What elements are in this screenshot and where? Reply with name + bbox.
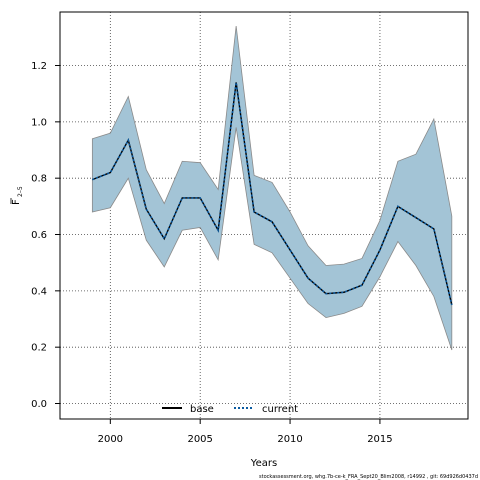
series-line-current xyxy=(92,82,453,306)
y-tick-label: 0.6 xyxy=(31,230,47,241)
x-tick-label: 2015 xyxy=(367,434,392,445)
x-tick-label: 2010 xyxy=(277,434,302,445)
y-axis-title-subscript: 2–5 xyxy=(17,186,24,197)
y-tick-label: 0.4 xyxy=(31,286,47,297)
legend: base current xyxy=(162,404,298,415)
y-tick-label: 1.2 xyxy=(31,61,47,72)
y-tick-label: 1.0 xyxy=(31,117,47,128)
footnote: stockassessment.org, whg.7b-ce-k_FRA_Sep… xyxy=(259,474,478,480)
plot-frame xyxy=(59,11,469,420)
y-tick-label: 0.0 xyxy=(31,399,47,410)
y-axis: 0.0 0.2 0.4 0.6 0.8 1.0 1.2 xyxy=(31,61,60,410)
series-layer xyxy=(92,82,453,306)
legend-label-base: base xyxy=(190,404,214,415)
legend-label-current: current xyxy=(262,404,298,415)
x-tick-label: 2000 xyxy=(98,434,123,445)
y-tick-label: 0.8 xyxy=(31,174,47,185)
confidence-band-layer xyxy=(91,26,453,351)
confidence-band xyxy=(91,26,453,351)
x-tick-label: 2005 xyxy=(187,434,212,445)
x-axis-title: Years xyxy=(250,458,277,469)
y-axis-title: F 2–5 xyxy=(10,186,24,205)
y-tick-label: 0.2 xyxy=(31,343,47,354)
y-axis-title-main: F xyxy=(11,199,22,205)
x-axis: 2000 2005 2010 2015 xyxy=(98,419,393,445)
